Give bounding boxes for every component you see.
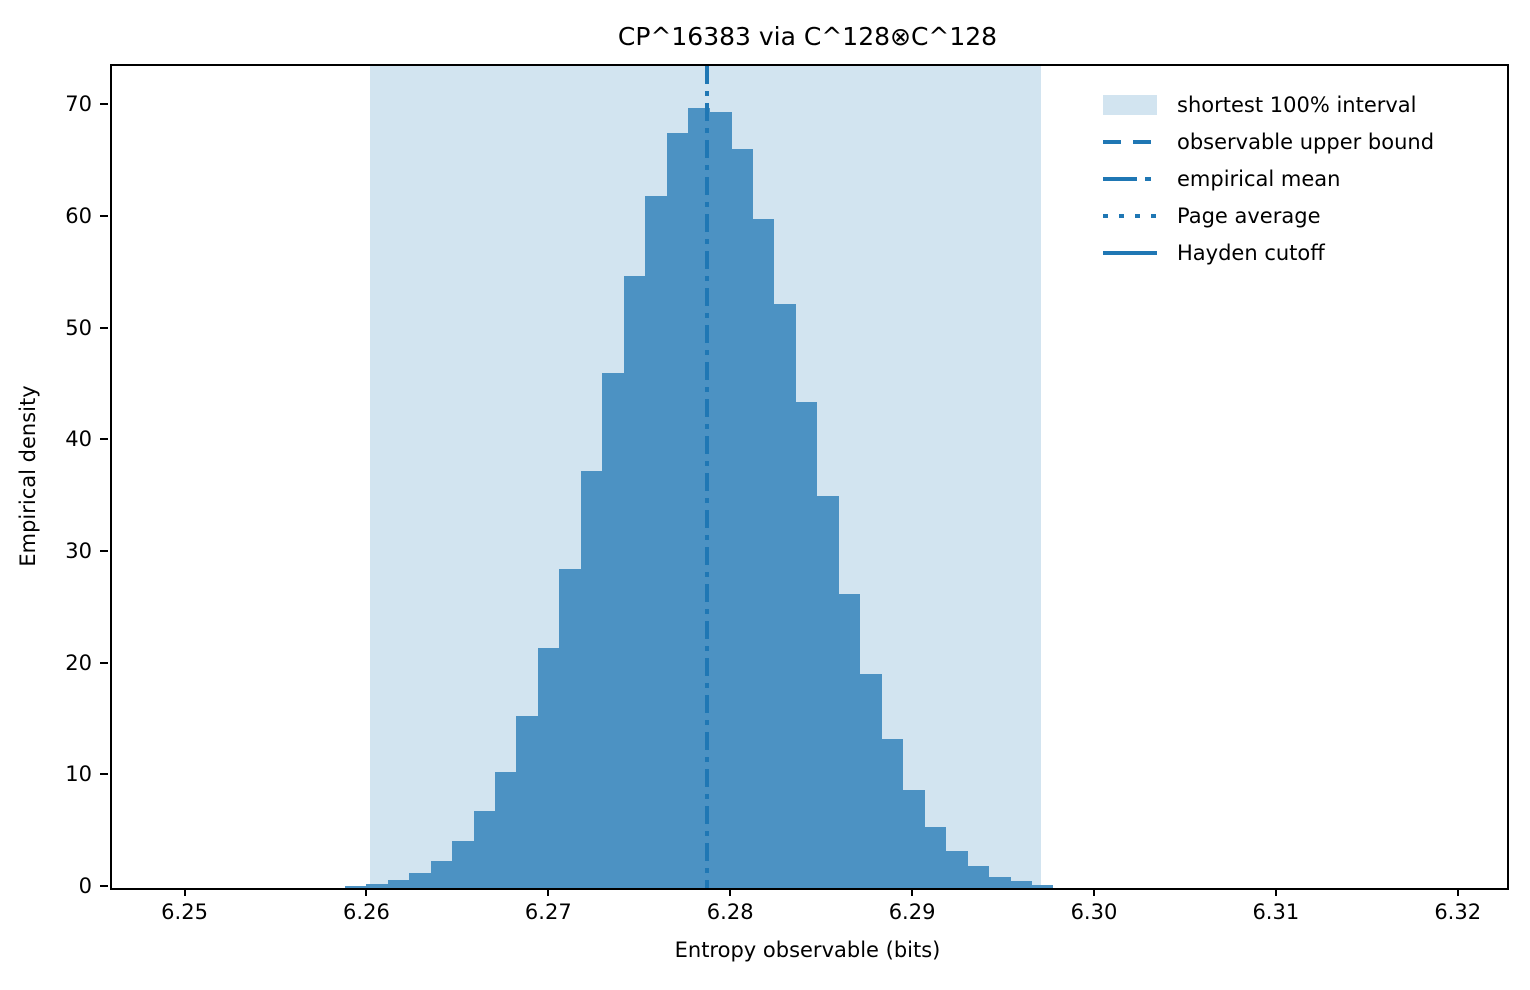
histogram-bar xyxy=(387,879,410,888)
histogram-bar xyxy=(623,275,646,888)
y-tick-mark xyxy=(100,773,108,776)
legend: shortest 100% interval observable upper … xyxy=(1103,86,1434,271)
plot-canvas xyxy=(112,66,1507,888)
y-tick-label: 50 xyxy=(65,315,92,340)
y-tick-label: 40 xyxy=(65,427,92,452)
y-tick-mark xyxy=(100,103,108,106)
legend-row-observable-upper-bound: observable upper bound xyxy=(1103,123,1434,160)
x-tick-mark xyxy=(547,888,550,896)
histogram-bar xyxy=(859,673,882,888)
histogram-bar xyxy=(688,108,711,888)
legend-label: Page average xyxy=(1177,203,1321,228)
histogram-bar xyxy=(1031,884,1054,888)
legend-row-empirical-mean: empirical mean xyxy=(1103,160,1434,197)
x-tick-mark xyxy=(729,888,732,896)
x-tick-label: 6.28 xyxy=(706,900,754,924)
x-tick-label: 6.25 xyxy=(161,900,208,924)
legend-row-page-average: Page average xyxy=(1103,197,1434,234)
x-tick-label: 6.27 xyxy=(524,900,572,924)
y-tick-mark xyxy=(100,549,108,552)
histogram-bar xyxy=(795,402,818,888)
y-tick-label: 70 xyxy=(65,92,92,117)
histogram-bar xyxy=(838,594,861,888)
histogram-bar xyxy=(516,716,539,888)
y-tick-label: 10 xyxy=(65,762,92,787)
y-tick-label: 30 xyxy=(65,538,92,563)
histogram-bar xyxy=(409,872,432,888)
histogram-bar xyxy=(559,568,582,888)
y-tick-mark xyxy=(100,326,108,329)
y-tick-mark xyxy=(100,214,108,217)
empirical-mean-line xyxy=(704,66,709,888)
histogram-bar xyxy=(666,133,689,888)
histogram-bar xyxy=(816,496,839,888)
x-tick-label: 6.30 xyxy=(1070,900,1118,924)
plot-area xyxy=(110,64,1509,890)
interval-patch-swatch xyxy=(1103,94,1157,115)
y-tick-mark xyxy=(100,438,108,441)
x-tick-mark xyxy=(1274,888,1277,896)
histogram-bar xyxy=(602,373,625,888)
histogram-bar xyxy=(473,810,496,888)
histogram-bar xyxy=(495,771,517,888)
x-tick-mark xyxy=(365,888,368,896)
histogram-bar xyxy=(988,876,1011,888)
histogram-bar xyxy=(580,471,603,888)
histogram-bar xyxy=(1010,881,1032,888)
histogram-bar xyxy=(774,303,796,888)
y-tick-label: 60 xyxy=(65,203,92,228)
histogram-bar xyxy=(344,885,367,888)
solid-line-swatch xyxy=(1103,250,1157,255)
dotted-line-swatch xyxy=(1103,213,1157,218)
legend-label: observable upper bound xyxy=(1177,129,1435,154)
x-tick-label: 6.26 xyxy=(343,900,390,924)
x-axis-label: Entropy observable (bits) xyxy=(674,938,941,962)
dashdot-line-swatch xyxy=(1103,176,1157,181)
histogram-bar xyxy=(430,860,453,888)
dashed-line-swatch xyxy=(1103,139,1157,144)
x-tick-label: 6.29 xyxy=(888,900,936,924)
x-tick-label: 6.31 xyxy=(1252,900,1300,924)
histogram-bar xyxy=(731,148,753,888)
legend-row-shortest-interval: shortest 100% interval xyxy=(1103,86,1434,123)
histogram-bar xyxy=(924,826,947,888)
x-tick-label: 6.32 xyxy=(1434,900,1482,924)
y-tick-mark xyxy=(100,661,108,664)
histogram-bar xyxy=(645,195,668,888)
chart-title: CP^16383 via C^128⊗C^128 xyxy=(617,22,998,51)
histogram-bar xyxy=(537,647,560,888)
legend-label: shortest 100% interval xyxy=(1177,92,1417,117)
x-tick-mark xyxy=(911,888,914,896)
x-tick-mark xyxy=(1092,888,1095,896)
y-tick-label: 20 xyxy=(65,650,92,675)
y-axis-label: Empirical density xyxy=(16,385,40,567)
x-tick-mark xyxy=(1456,888,1459,896)
legend-label: Hayden cutoff xyxy=(1177,240,1325,265)
histogram-bar xyxy=(945,851,968,888)
y-tick-mark xyxy=(100,885,108,887)
histogram-bar xyxy=(881,739,904,888)
histogram-bar xyxy=(452,841,474,888)
legend-label: empirical mean xyxy=(1177,166,1341,191)
y-tick-label: 0 xyxy=(78,874,92,898)
histogram-bar xyxy=(366,883,389,888)
histogram-bar xyxy=(967,865,990,888)
histogram-bar xyxy=(752,219,775,888)
legend-row-hayden-cutoff: Hayden cutoff xyxy=(1103,234,1434,271)
x-tick-mark xyxy=(183,888,186,896)
histogram-bar xyxy=(902,789,925,888)
histogram-bar xyxy=(709,111,732,888)
